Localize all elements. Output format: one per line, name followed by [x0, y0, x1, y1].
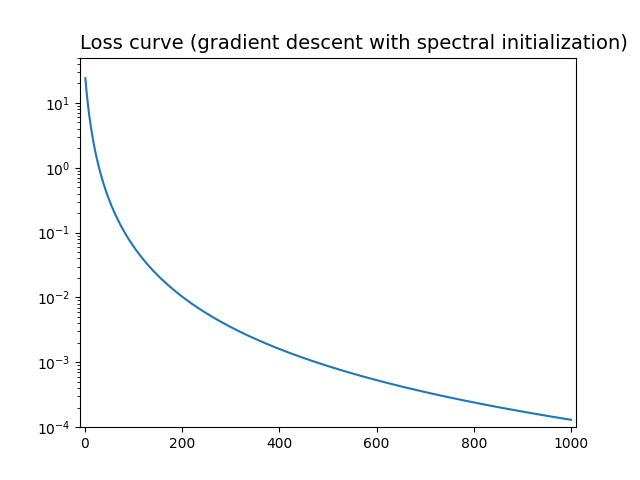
Text: Loss curve (gradient descent with spectral initialization): Loss curve (gradient descent with spectr… [80, 34, 628, 53]
